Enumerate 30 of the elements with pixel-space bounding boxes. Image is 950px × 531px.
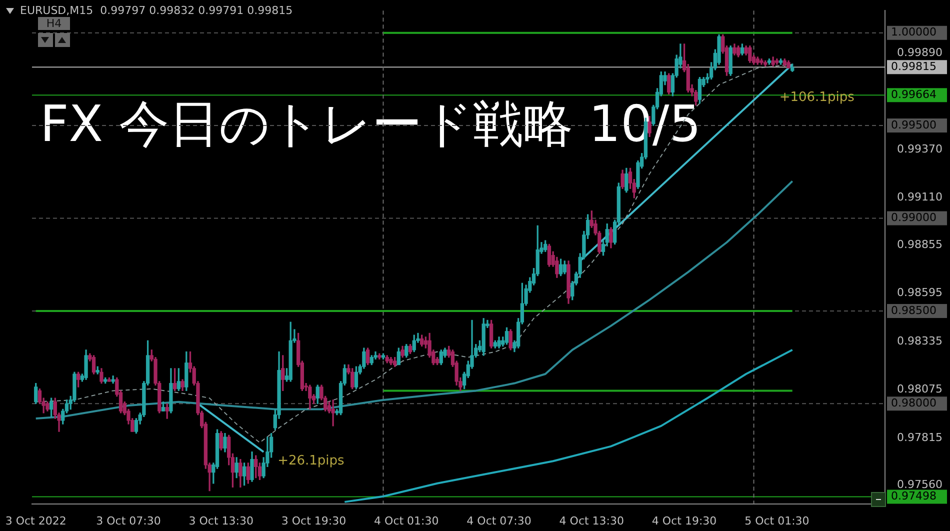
y-tick-label: 0.98855 xyxy=(897,238,942,252)
y-tick-label: 0.99890 xyxy=(897,46,942,60)
ref-line-label: 0.99500 xyxy=(891,118,936,132)
x-tick-label: 3 Oct 2022 xyxy=(5,514,66,528)
timeframe-button: H4 xyxy=(38,17,70,30)
x-tick-label: 3 Oct 19:30 xyxy=(281,514,346,528)
x-tick-label: 4 Oct 07:30 xyxy=(466,514,532,528)
ref-line-label: 0.98500 xyxy=(891,304,936,317)
x-tick-label: 4 Oct 01:30 xyxy=(374,514,439,528)
x-tick-label: 3 Oct 07:30 xyxy=(96,514,161,528)
y-tick-label: 0.98595 xyxy=(897,286,942,300)
ref-line-label: 0.99815 xyxy=(891,60,936,74)
ref-line-label: 0.97498 xyxy=(891,490,936,503)
x-tick-label: 4 Oct 19:30 xyxy=(652,514,717,528)
y-tick-label: 0.99370 xyxy=(897,142,942,156)
y-tick-label: 0.98335 xyxy=(897,334,942,348)
y-tick-label: 0.97560 xyxy=(897,478,942,492)
x-tick-label: 4 Oct 13:30 xyxy=(559,514,624,528)
y-tick-label: 0.97815 xyxy=(897,430,942,444)
ref-line-label: 0.99000 xyxy=(891,211,936,224)
ref-line-label: 0.99664 xyxy=(891,88,936,102)
x-tick-label: 3 Oct 13:30 xyxy=(188,514,254,528)
y-tick-label: 0.99110 xyxy=(897,190,942,204)
annotation: +26.1pips xyxy=(278,453,345,468)
chart-subtitle: EURUSD,M15 0.99797 0.99832 0.99791 0.99815 xyxy=(20,4,293,17)
y-tick-label: 0.98075 xyxy=(897,382,942,396)
x-tick-label: 5 Oct 01:30 xyxy=(744,514,810,528)
ref-line-label: 0.98000 xyxy=(891,396,936,410)
candlestick xyxy=(331,400,335,426)
ref-line-label: 1.00000 xyxy=(891,26,936,39)
